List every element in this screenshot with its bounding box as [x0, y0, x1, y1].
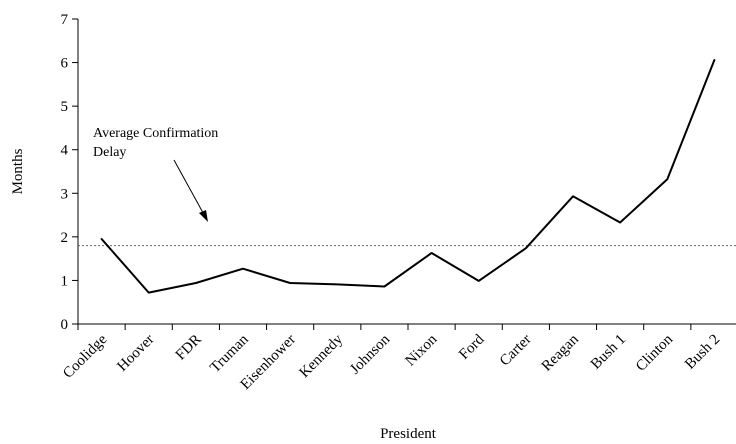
x-tick-label: Hoover [114, 332, 157, 375]
x-tick-label: Truman [207, 331, 252, 376]
x-axis-title: President [380, 426, 437, 442]
x-tick-label: Carter [497, 332, 535, 370]
annotation-arrow-head [199, 210, 208, 222]
x-tick-label: Nixon [403, 331, 441, 369]
y-tick-label: 5 [61, 99, 69, 115]
series-group [100, 59, 716, 294]
x-tick-label: Coolidge [60, 331, 110, 381]
y-tick-label: 6 [61, 56, 69, 72]
y-tick-label: 4 [61, 143, 69, 159]
y-tick-label: 1 [61, 273, 69, 289]
x-tick-label: Ford [456, 331, 488, 363]
annotation-text-line: Delay [93, 145, 126, 160]
x-tick-label: Kennedy [297, 331, 347, 381]
y-axis: 0 1 2 3 4 5 6 7 [61, 12, 79, 333]
y-tick-label: 2 [61, 230, 69, 246]
x-tick-label: Johnson [347, 331, 393, 377]
x-tick-label: Bush 2 [682, 332, 723, 373]
x-tick-label: FDR [173, 332, 205, 364]
x-axis: Coolidge Hoover FDR TrumanEisenhowerKennedy… [60, 323, 736, 393]
y-axis-title: Months [10, 148, 26, 194]
x-tick-label: Clinton [633, 331, 676, 374]
x-tick-label: Bush 1 [588, 332, 629, 373]
annotation-group: Average Confirmation Delay [93, 126, 218, 222]
annotation-text-line: Average Confirmation [93, 126, 218, 141]
series-line [100, 59, 716, 294]
annotation-arrow-line [173, 159, 208, 221]
y-tick-label: 7 [61, 12, 69, 28]
y-tick-label: 3 [61, 186, 69, 202]
x-tick-label: Reagan [539, 331, 582, 374]
y-tick-label: 0 [61, 317, 69, 333]
